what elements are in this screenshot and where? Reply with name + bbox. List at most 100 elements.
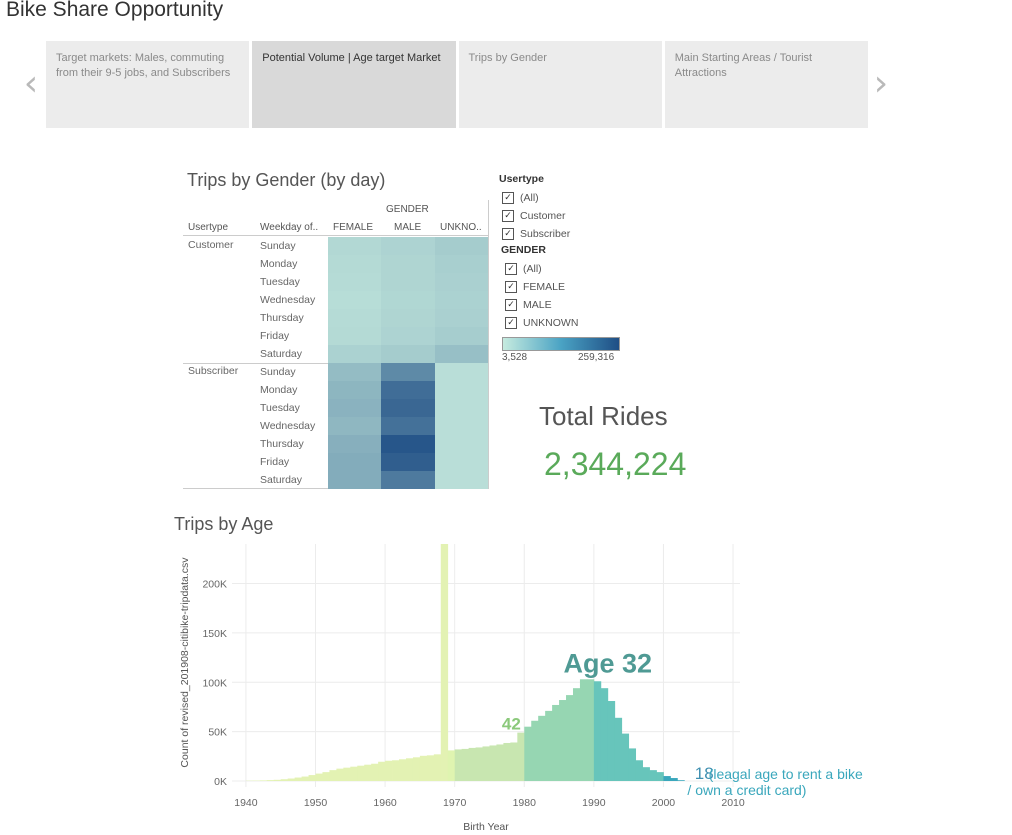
histogram-bar[interactable] [635, 760, 643, 781]
heatmap-cell[interactable] [381, 255, 435, 273]
heatmap-cell[interactable] [435, 363, 488, 381]
histogram-bar[interactable] [621, 733, 630, 781]
histogram-bar[interactable] [399, 759, 407, 781]
heatmap-cell[interactable] [435, 453, 488, 471]
histogram-bar[interactable] [315, 773, 323, 781]
histogram-bar[interactable] [503, 742, 511, 781]
heatmap-cell[interactable] [381, 327, 435, 345]
histogram-bar[interactable] [649, 770, 657, 781]
histogram-bar[interactable] [496, 744, 504, 781]
heatmap-cell[interactable] [381, 309, 435, 327]
heatmap-cell[interactable] [381, 453, 435, 471]
heatmap-cell[interactable] [328, 417, 381, 435]
histogram-bar[interactable] [579, 679, 588, 781]
heatmap-cell[interactable] [435, 417, 488, 435]
heatmap-cell[interactable] [381, 345, 435, 363]
heatmap-cell[interactable] [328, 435, 381, 453]
histogram-bar[interactable] [545, 710, 553, 781]
heatmap-cell[interactable] [328, 345, 381, 363]
histogram-bar[interactable] [280, 779, 289, 781]
heatmap-cell[interactable] [381, 237, 435, 255]
heatmap-cell[interactable] [328, 255, 381, 273]
histogram-bar[interactable] [475, 747, 483, 781]
checkbox-checked-icon[interactable]: ✓ [505, 299, 517, 311]
histogram-bar[interactable] [350, 766, 358, 781]
histogram-bar[interactable] [510, 742, 518, 781]
histogram-bar[interactable] [614, 717, 623, 781]
heatmap-cell[interactable] [381, 273, 435, 291]
heatmap-cell[interactable] [381, 417, 435, 435]
histogram-bar[interactable] [266, 780, 275, 781]
histogram-bar[interactable] [677, 780, 685, 781]
histogram-bar[interactable] [426, 755, 435, 781]
histogram-bar[interactable] [364, 764, 372, 781]
histogram-bar[interactable] [405, 758, 414, 781]
heatmap-cell[interactable] [435, 309, 488, 327]
histogram-bar[interactable] [440, 544, 449, 781]
chevron-left-icon[interactable]: ‹ [23, 63, 39, 104]
heatmap-cell[interactable] [381, 435, 435, 453]
checkbox-checked-icon[interactable]: ✓ [502, 210, 514, 222]
heatmap-cell[interactable] [381, 399, 435, 417]
heatmap-cell[interactable] [328, 237, 381, 255]
histogram-bar[interactable] [600, 688, 609, 781]
heatmap-cell[interactable] [435, 291, 488, 309]
histogram-bar[interactable] [419, 755, 428, 781]
histogram-bar[interactable] [628, 748, 637, 781]
story-point-1[interactable]: Target markets: Males, commuting from th… [46, 41, 250, 128]
heatmap-cell[interactable] [328, 381, 381, 399]
filter-gender-unknown[interactable]: ✓ UNKNOWN [505, 314, 578, 332]
heatmap-cell[interactable] [381, 291, 435, 309]
heatmap-cell[interactable] [435, 381, 488, 399]
heatmap-cell[interactable] [381, 471, 435, 489]
checkbox-checked-icon[interactable]: ✓ [505, 317, 517, 329]
heatmap-cell[interactable] [435, 273, 488, 291]
heatmap-cell[interactable] [328, 327, 381, 345]
filter-usertype-customer[interactable]: ✓ Customer [502, 207, 570, 225]
checkbox-checked-icon[interactable]: ✓ [505, 281, 517, 293]
histogram-bar[interactable] [273, 779, 282, 781]
heatmap-cell[interactable] [328, 291, 381, 309]
filter-gender-male[interactable]: ✓ MALE [505, 296, 578, 314]
heatmap-cell[interactable] [328, 273, 381, 291]
filter-usertype-subscriber[interactable]: ✓ Subscriber [502, 225, 570, 243]
histogram-bar[interactable] [357, 765, 365, 781]
histogram-bar[interactable] [294, 777, 302, 781]
histogram-bar[interactable] [482, 746, 490, 781]
histogram-bar[interactable] [566, 695, 574, 781]
histogram-bar[interactable] [287, 778, 296, 781]
heatmap-cell[interactable] [328, 399, 381, 417]
histogram-bar[interactable] [308, 775, 316, 781]
story-point-2[interactable]: Potential Volume | Age target Market [252, 41, 456, 128]
heatmap-cell[interactable] [435, 255, 488, 273]
histogram-bar[interactable] [447, 750, 456, 781]
heatmap-cell[interactable] [381, 363, 435, 381]
histogram-bar[interactable] [656, 772, 664, 781]
heatmap-cell[interactable] [435, 237, 488, 255]
histogram-bar[interactable] [468, 747, 476, 781]
histogram-bar[interactable] [489, 745, 497, 781]
histogram-bar[interactable] [531, 720, 539, 781]
checkbox-checked-icon[interactable]: ✓ [502, 228, 514, 240]
checkbox-checked-icon[interactable]: ✓ [502, 192, 514, 204]
histogram-bar[interactable] [538, 715, 546, 781]
histogram-bar[interactable] [412, 757, 421, 781]
histogram-bar[interactable] [517, 732, 525, 781]
histogram-bar[interactable] [670, 778, 678, 781]
filter-gender-female[interactable]: ✓ FEMALE [505, 278, 578, 296]
histogram-bar[interactable] [336, 768, 344, 781]
histogram-bar[interactable] [663, 776, 671, 781]
heatmap-cell[interactable] [435, 345, 488, 363]
histogram-bar[interactable] [433, 754, 442, 781]
histogram-bar[interactable] [524, 726, 532, 781]
histogram-bar[interactable] [392, 760, 400, 781]
story-point-4[interactable]: Main Starting Areas / Tourist Attraction… [664, 41, 868, 128]
histogram-bar[interactable] [559, 700, 567, 781]
histogram-bar[interactable] [586, 679, 595, 781]
heatmap-cell[interactable] [328, 453, 381, 471]
chevron-right-icon[interactable]: › [873, 63, 889, 104]
histogram-bar[interactable] [371, 763, 379, 781]
heatmap-cell[interactable] [435, 435, 488, 453]
histogram-bar[interactable] [552, 704, 560, 781]
heatmap-cell[interactable] [435, 327, 488, 345]
